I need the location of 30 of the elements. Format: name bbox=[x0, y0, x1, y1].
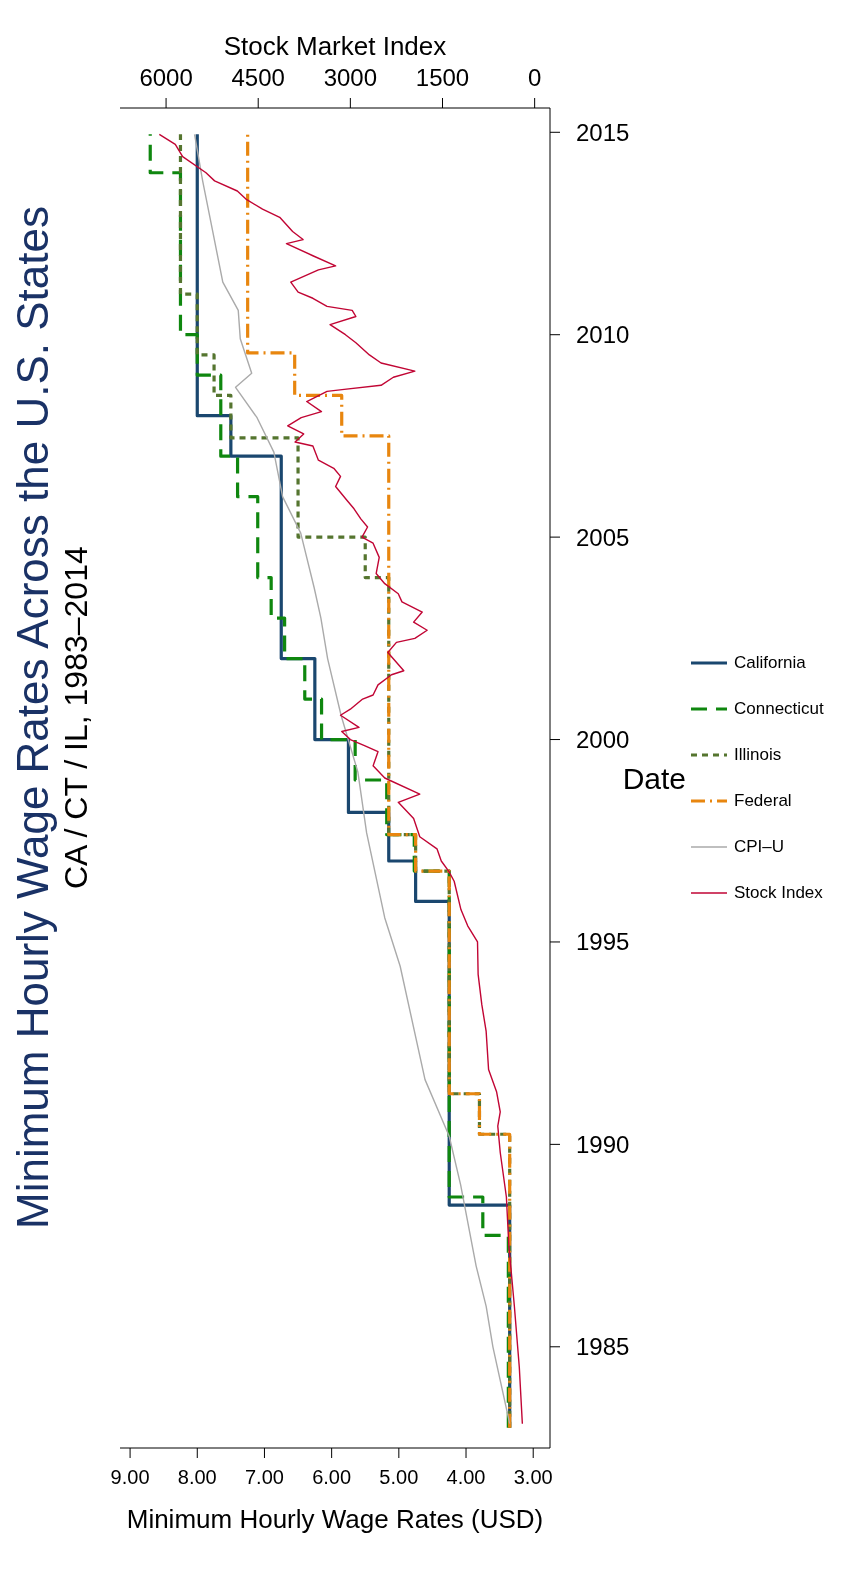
y-tick-label: 1985 bbox=[576, 1333, 630, 1361]
y-tick-label: 2005 bbox=[576, 523, 630, 551]
legend-label: CPI–U bbox=[734, 837, 785, 857]
y-tick-label: 1995 bbox=[576, 928, 630, 956]
x-tick-label: 9.00 bbox=[110, 1466, 150, 1488]
x2-tick-label: 0 bbox=[527, 64, 542, 91]
x-tick-label: 5.00 bbox=[379, 1466, 419, 1488]
x-tick-label: 7.00 bbox=[244, 1466, 284, 1488]
y-tick-label: 2000 bbox=[576, 726, 630, 754]
x-tick-label: 4.00 bbox=[446, 1466, 486, 1488]
y-tick-label: 2010 bbox=[576, 321, 630, 349]
legend-label: Connecticut bbox=[734, 699, 824, 719]
text: CA / CT / IL, 1983–2014 bbox=[58, 545, 95, 892]
x2-tick-label: 1500 bbox=[415, 64, 470, 91]
x2-tick-label: 3000 bbox=[323, 64, 378, 91]
x2-axis-title: Stock Market Index bbox=[223, 31, 447, 62]
y-tick-label: 2015 bbox=[576, 118, 630, 146]
y-axis-title: Date bbox=[622, 761, 686, 795]
x-tick-label: 3.00 bbox=[513, 1466, 553, 1488]
x2-tick-label: 6000 bbox=[139, 64, 193, 91]
x-axis-title: Minimum Hourly Wage Rates (USD) bbox=[126, 1504, 544, 1534]
legend-label: Federal bbox=[734, 791, 792, 811]
legend-label: Illinois bbox=[734, 745, 782, 765]
x2-tick-label: 4500 bbox=[231, 64, 285, 91]
x-tick-label: 8.00 bbox=[177, 1466, 217, 1488]
legend-label: Stock Index bbox=[734, 883, 823, 903]
text: Minimum Hourly Wage Rates Across the U.S. States bbox=[8, 205, 58, 1232]
legend-label: California bbox=[734, 653, 806, 673]
x-tick-label: 6.00 bbox=[312, 1466, 352, 1488]
y-tick-label: 1990 bbox=[576, 1130, 630, 1158]
